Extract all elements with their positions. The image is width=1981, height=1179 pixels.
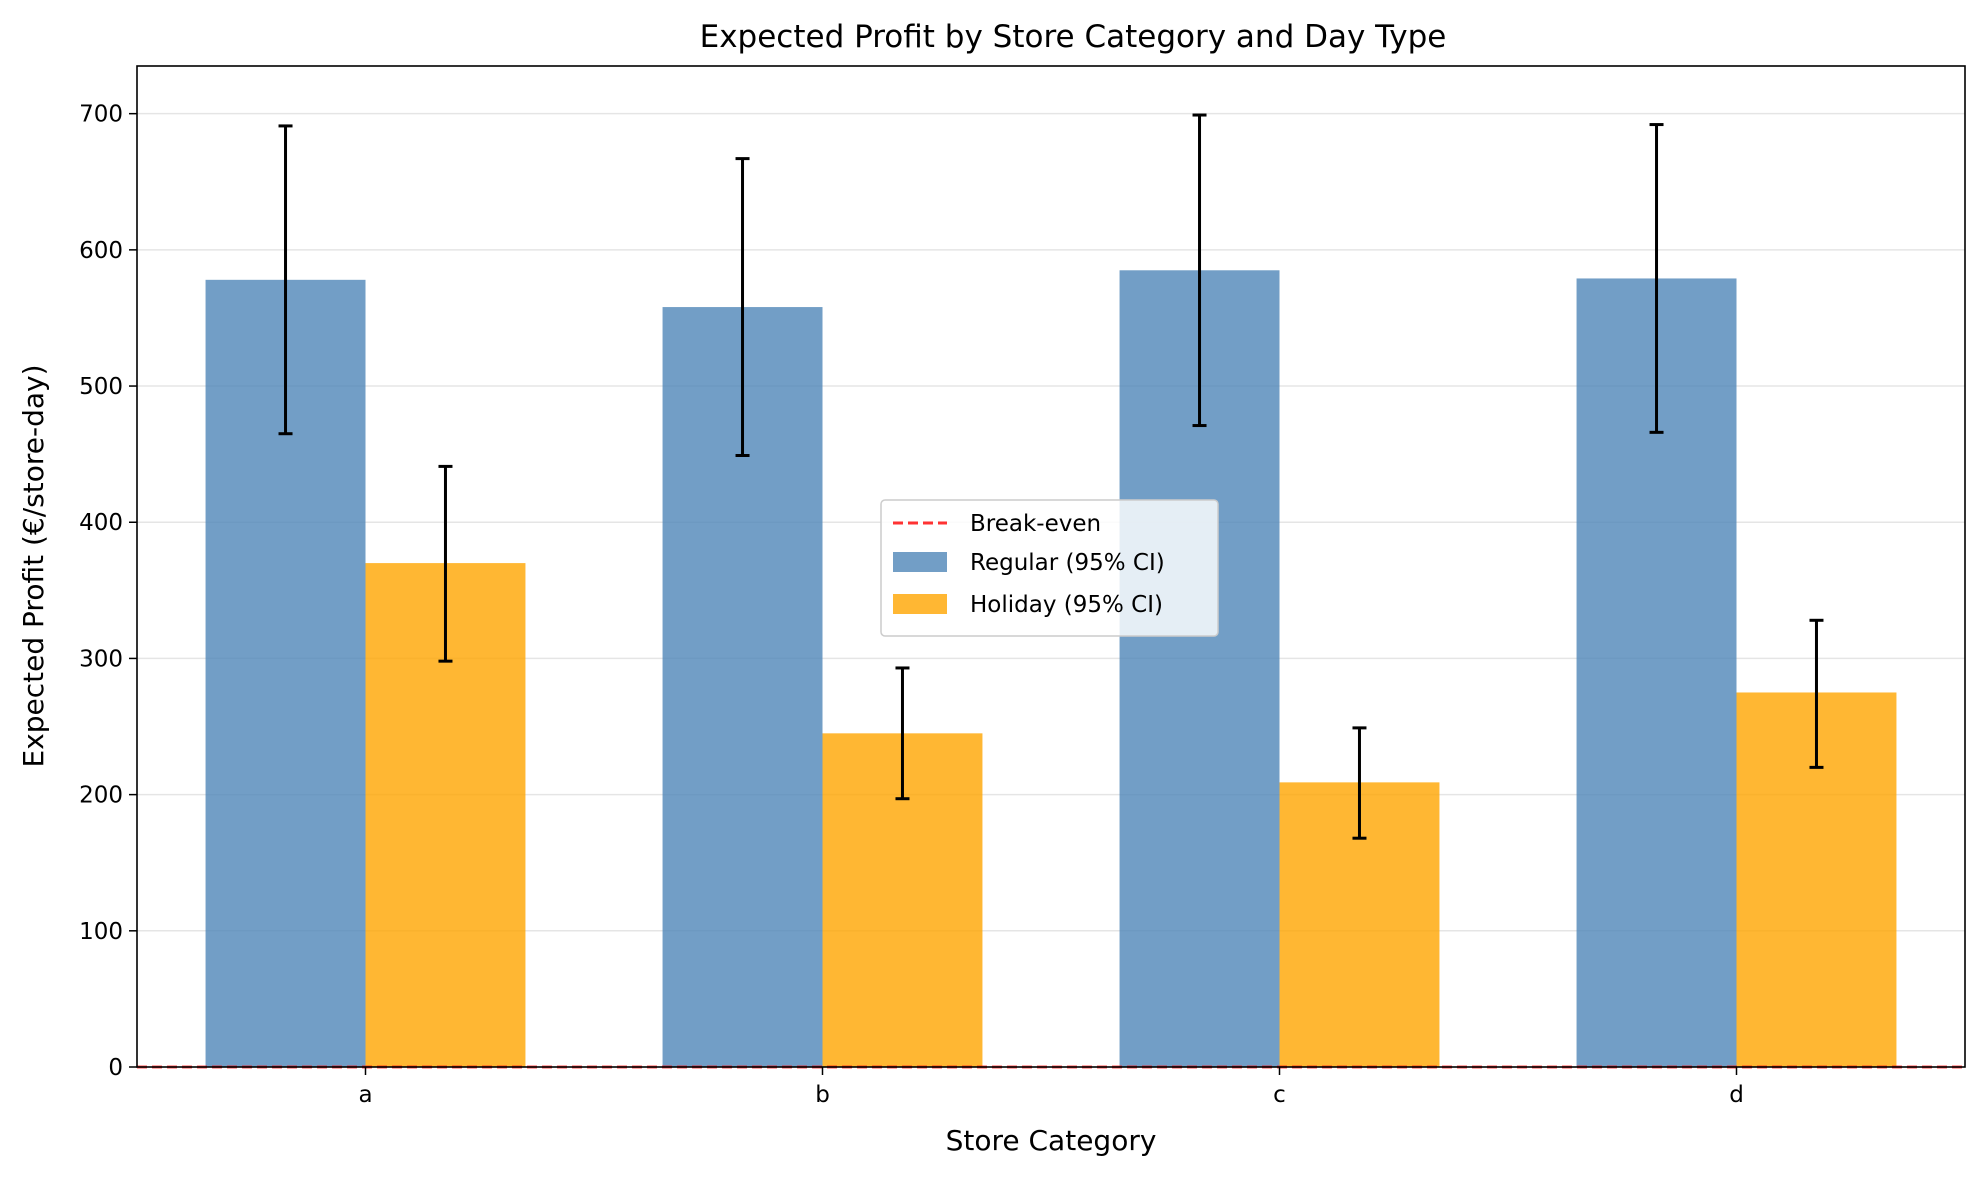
legend-label-break-even: Break-even — [970, 511, 1101, 537]
y-tick-label-7: 700 — [79, 102, 123, 128]
y-axis-label: Expected Profit (€/store-day) — [17, 365, 50, 768]
y-tick-label-6: 600 — [79, 238, 123, 264]
x-axis-label: Store Category — [946, 1124, 1157, 1157]
legend-label-holiday: Holiday (95% CI) — [970, 592, 1163, 618]
legend-label-regular: Regular (95% CI) — [970, 550, 1165, 576]
y-tick-label-3: 300 — [79, 646, 123, 672]
chart-title: Expected Profit by Store Category and Da… — [700, 19, 1447, 55]
y-tick-label-2: 200 — [79, 783, 123, 809]
legend-box — [880, 499, 1219, 637]
y-tick-label-5: 500 — [79, 374, 123, 400]
y-tick-label-0: 0 — [108, 1055, 123, 1081]
y-tick-label-4: 400 — [79, 510, 123, 536]
x-tick-label-c: c — [1273, 1082, 1286, 1108]
legend-swatch-regular — [893, 552, 947, 572]
x-tick-label-a: a — [358, 1082, 372, 1108]
plot-frame — [136, 65, 1966, 1068]
legend: Break-even Regular (95% CI) Holiday (95%… — [880, 499, 1219, 637]
y-axis-ticks: 0 100 200 300 400 500 600 700 — [79, 102, 137, 1081]
x-axis-ticks: a b c d — [358, 1067, 1744, 1108]
error-bars — [278, 113, 1824, 840]
y-tick-label-1: 100 — [79, 919, 123, 945]
x-tick-label-d: d — [1729, 1082, 1744, 1108]
legend-swatch-holiday — [893, 594, 947, 614]
x-tick-label-b: b — [815, 1082, 830, 1108]
